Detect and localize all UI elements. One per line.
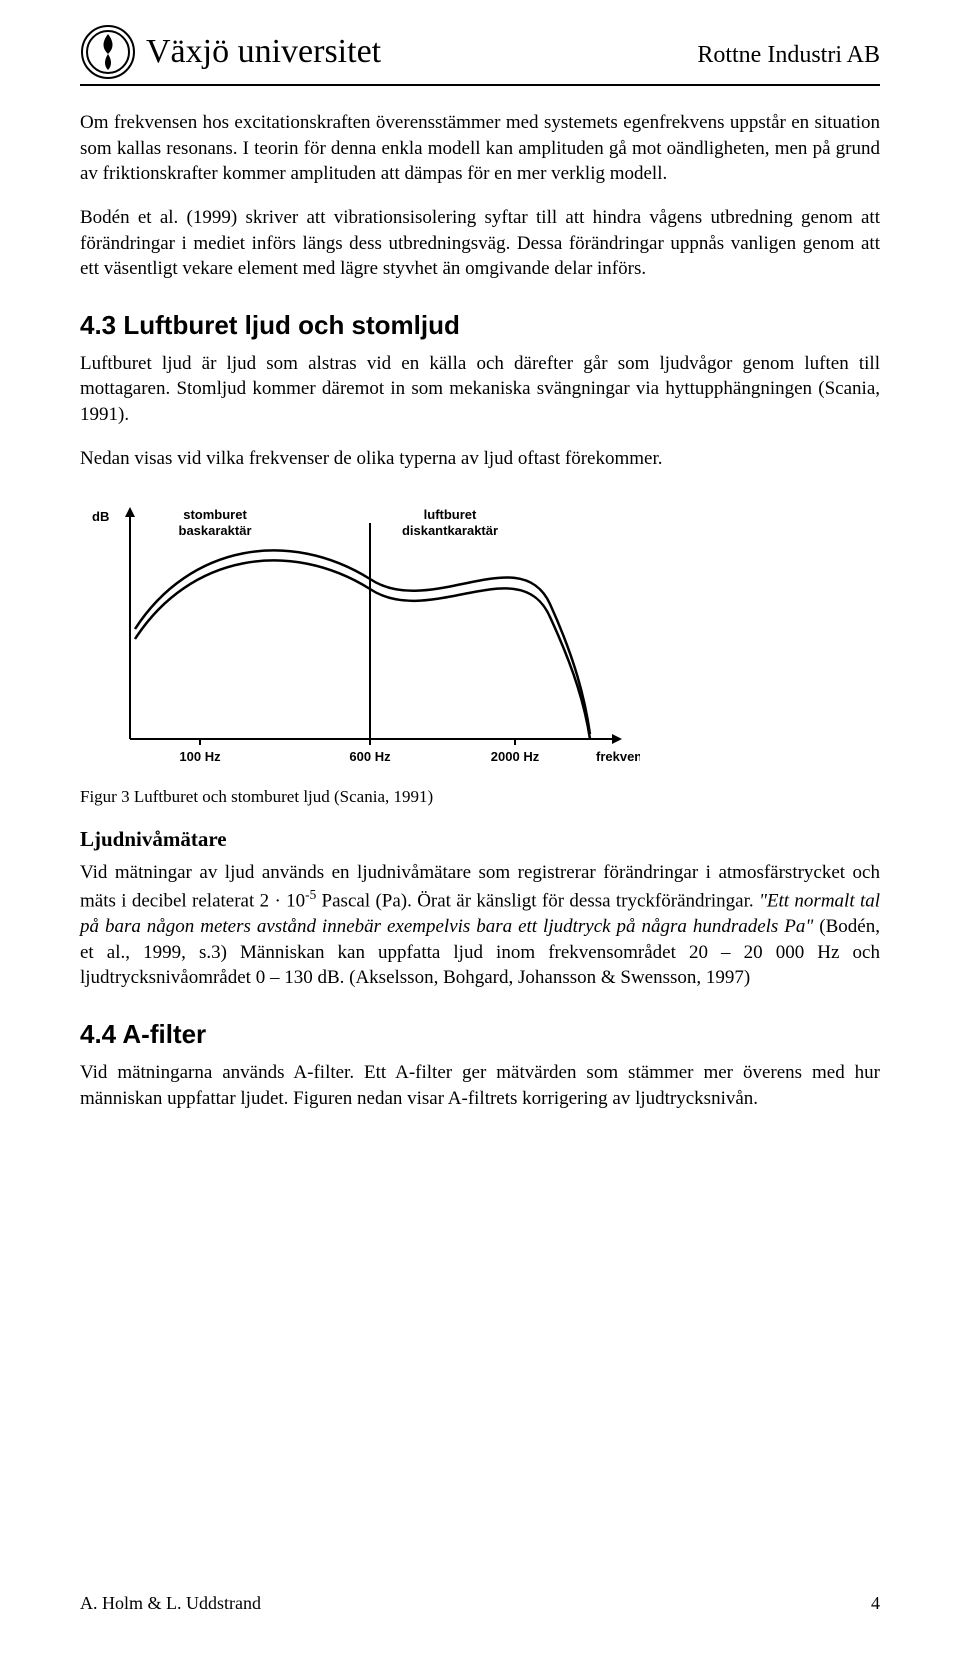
svg-text:stomburet: stomburet [183,507,247,522]
paragraph-1: Om frekvensen hos excitationskraften öve… [80,110,880,187]
page-footer: A. Holm & L. Uddstrand 4 [80,1593,880,1614]
p5-mid: Pascal (Pa). Örat är känsligt för dessa … [316,890,759,911]
p5-exponent: -5 [305,887,316,902]
subheading-ljudnivamatare: Ljudnivåmätare [80,827,880,852]
page-header: Växjö universitet Rottne Industri AB [80,24,880,86]
section-4-4-heading: 4.4 A-filter [80,1019,880,1050]
logo-block: Växjö universitet [80,24,381,80]
paragraph-3: Luftburet ljud är ljud som alstras vid e… [80,351,880,428]
university-name: Växjö universitet [146,33,381,71]
svg-text:luftburet: luftburet [424,507,477,522]
paragraph-2: Bodén et al. (1999) skriver att vibratio… [80,205,880,282]
figure-3-caption: Figur 3 Luftburet och stomburet ljud (Sc… [80,787,880,807]
svg-text:dB: dB [92,509,109,524]
svg-text:2000 Hz: 2000 Hz [491,749,540,764]
paragraph-6: Vid mätningarna används A-filter. Ett A-… [80,1060,880,1111]
svg-text:baskaraktär: baskaraktär [179,523,252,538]
svg-text:frekvens: frekvens [596,749,640,764]
company-name: Rottne Industri AB [697,42,880,69]
svg-text:100 Hz: 100 Hz [179,749,221,764]
footer-page-number: 4 [871,1593,880,1614]
section-4-3-heading: 4.3 Luftburet ljud och stomljud [80,310,880,341]
paragraph-4: Nedan visas vid vilka frekvenser de olik… [80,446,880,472]
svg-text:diskantkaraktär: diskantkaraktär [402,523,498,538]
page: Växjö universitet Rottne Industri AB Om … [0,0,960,1654]
figure-3: dB stomburetbaskaraktär luftburetdiskantka… [80,489,880,769]
footer-authors: A. Holm & L. Uddstrand [80,1593,261,1614]
paragraph-5: Vid mätningar av ljud används en ljudniv… [80,860,880,991]
university-logo-icon [80,24,136,80]
p5-dot: · 10 [269,890,305,911]
frequency-chart: dB stomburetbaskaraktär luftburetdiskantka… [80,489,640,769]
svg-text:600 Hz: 600 Hz [349,749,391,764]
